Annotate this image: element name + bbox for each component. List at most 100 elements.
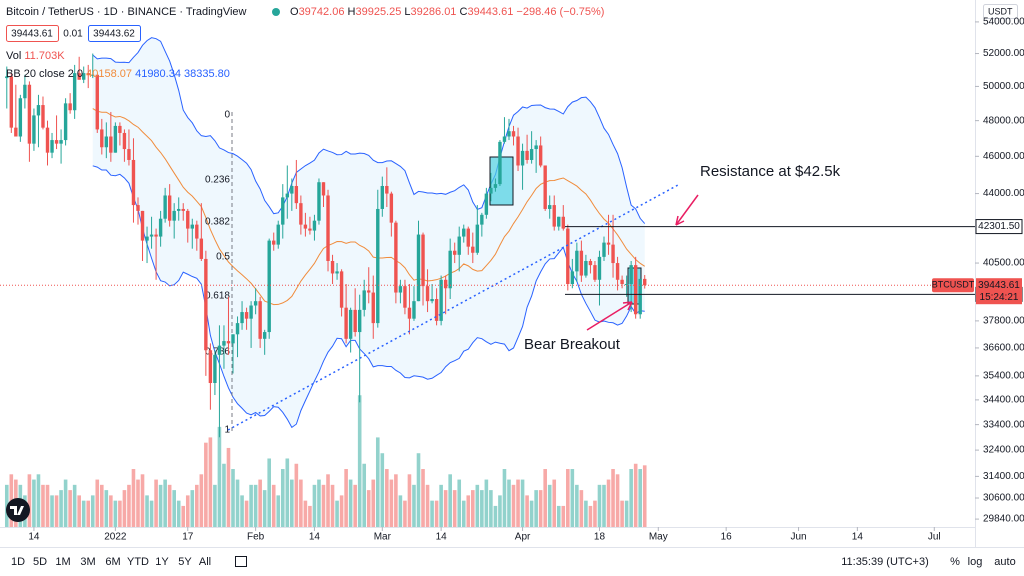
volume-bar: [498, 495, 502, 527]
volume-bar: [407, 474, 412, 527]
range-button[interactable]: 1M: [55, 556, 70, 568]
indicator-value: 38335.80: [184, 68, 230, 80]
candle-body: [566, 228, 570, 285]
volume-bar: [416, 453, 421, 527]
volume-bar: [638, 469, 642, 527]
volume-bar: [149, 500, 154, 527]
y-tick-label: 54000.00: [983, 17, 1024, 28]
candle-body: [511, 131, 516, 137]
volume-bar: [480, 490, 484, 527]
ohlc-label: C: [460, 6, 468, 18]
buy-button[interactable]: [88, 25, 141, 42]
indicator-label: BB 20 close 2 0: [6, 68, 83, 80]
range-button[interactable]: 3M: [80, 556, 95, 568]
calendar-icon[interactable]: [235, 556, 247, 567]
candle-body: [643, 278, 647, 286]
currency[interactable]: USDT: [988, 6, 1013, 16]
candle-body: [18, 98, 23, 137]
ohlc-readout: O39742.06 H39925.25 L39286.01 C39443.61 …: [290, 6, 604, 18]
volume-bar: [217, 426, 222, 527]
volume-bar: [122, 490, 127, 527]
x-tick-label: Apr: [515, 532, 531, 543]
volume-bar: [633, 463, 638, 527]
range-button[interactable]: 6M: [105, 556, 120, 568]
axis-option[interactable]: auto: [994, 556, 1015, 568]
volume-bar: [317, 479, 321, 527]
candle-body: [353, 309, 357, 333]
candle-body: [253, 301, 258, 306]
candle-body: [588, 260, 593, 266]
trend-line: [227, 184, 679, 431]
range-button[interactable]: 5Y: [178, 556, 192, 568]
x-tick-label: Mar: [374, 532, 392, 543]
volume-bar: [538, 490, 543, 527]
candle-body: [448, 250, 452, 289]
candle-body: [244, 312, 249, 319]
sell-price[interactable]: 39443.61: [11, 29, 53, 40]
candle-body: [434, 299, 439, 321]
candle-body: [109, 136, 113, 153]
candle-body: [348, 309, 353, 339]
candle-body: [471, 246, 475, 253]
range-button[interactable]: 1D: [11, 556, 25, 568]
candle-body: [68, 103, 72, 111]
volume-bar: [570, 469, 575, 527]
volume-bar: [140, 474, 145, 527]
price-tag-name: BTCUSDT: [932, 280, 975, 290]
candle-body: [122, 132, 127, 150]
volume-bar: [321, 484, 326, 527]
volume-bar: [493, 505, 498, 527]
volume-bar: [208, 437, 213, 527]
range-button[interactable]: All: [199, 556, 211, 568]
volume-bar: [231, 469, 235, 527]
candle-body: [217, 345, 222, 355]
x-tick-label: Jun: [790, 532, 806, 543]
candle-body: [385, 185, 389, 194]
candle-body: [27, 84, 32, 144]
range-button[interactable]: YTD: [127, 556, 149, 568]
y-tick-label: 35400.00: [983, 371, 1024, 382]
candle-body: [466, 228, 470, 247]
axis-option[interactable]: %: [950, 556, 960, 568]
candle-body: [602, 242, 606, 257]
sell-button[interactable]: [6, 25, 59, 42]
range-button[interactable]: 1Y: [155, 556, 169, 568]
volume-bar: [99, 484, 104, 527]
volume-bar: [285, 458, 290, 527]
volume-bar: [561, 505, 566, 527]
volume-bar: [534, 490, 538, 527]
logo-mark: [10, 506, 24, 515]
volume-bar: [547, 484, 552, 527]
axis-option[interactable]: log: [968, 556, 983, 568]
candle-body: [82, 73, 86, 80]
candle-body: [222, 341, 226, 346]
volume-bar: [163, 479, 167, 527]
volume-bar: [335, 500, 339, 527]
volume-bar: [457, 479, 462, 527]
candle-body: [258, 301, 262, 339]
clock: 11:35:39 (UTC+3): [841, 556, 929, 568]
candle-body: [475, 224, 480, 253]
volume-bar: [185, 495, 190, 527]
volume-bar: [597, 484, 602, 527]
candle-body: [425, 286, 430, 302]
x-tick-label: 14: [436, 532, 448, 543]
candle-body: [520, 150, 525, 166]
buy-price[interactable]: 39443.62: [93, 29, 135, 40]
fib-label: 0.5: [216, 252, 230, 263]
symbol-title: Bitcoin / TetherUS · 1D · BINANCE · Trad…: [6, 6, 247, 18]
candle-body: [231, 334, 235, 344]
volume-bar: [77, 495, 81, 527]
y-tick-label: 32400.00: [983, 445, 1024, 456]
fib-label: 0.236: [205, 175, 230, 186]
candle-body: [272, 240, 276, 245]
candle-body: [317, 182, 321, 221]
y-tick-label: 31400.00: [983, 471, 1024, 482]
volume-bar: [72, 484, 77, 527]
currency-selector[interactable]: [983, 4, 1018, 19]
volume-bar: [68, 490, 72, 527]
range-button[interactable]: 5D: [33, 556, 47, 568]
candle-body: [615, 263, 620, 280]
volume-bar: [154, 479, 158, 527]
bollinger-basis: [92, 108, 645, 306]
